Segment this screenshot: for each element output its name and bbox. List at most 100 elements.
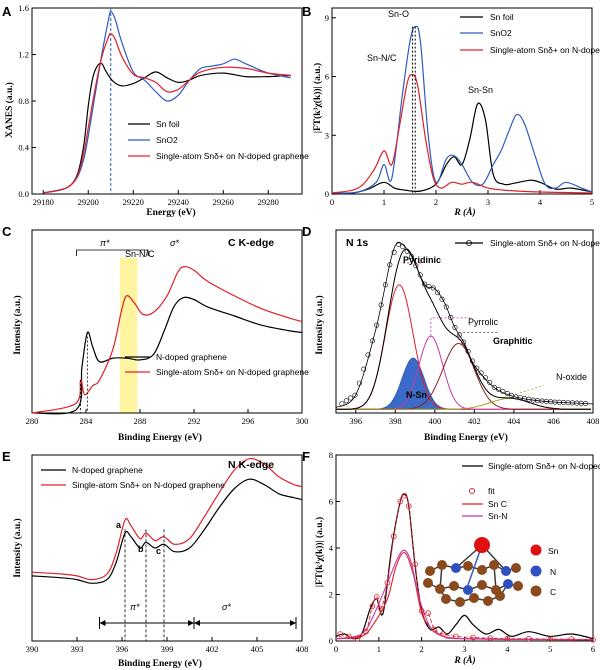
inset-legend-n-dot (530, 565, 542, 577)
fit-point (337, 631, 344, 637)
fit-point (425, 610, 431, 616)
y-tick-label: 0 (325, 189, 329, 199)
annot-pyridinic: Pyridinic (403, 255, 441, 265)
fit-point (390, 533, 397, 540)
atom-c (477, 580, 487, 590)
panel-f-legend: Single-atom Snδ+ on N-doped graphene fit… (462, 461, 600, 521)
atom-c (435, 584, 445, 594)
atom-n (503, 579, 513, 589)
annot-sigma-star-e: σ* (222, 602, 231, 612)
atom-n (463, 585, 473, 595)
data-point (478, 370, 484, 376)
legend-label-n-graphene-e: N-doped graphene (72, 465, 143, 475)
annot-pi-star-c: π* (100, 238, 110, 248)
inset-legend-c-dot (530, 585, 542, 597)
leader-graphitic (458, 332, 499, 340)
series-line-sn-foil (43, 62, 291, 194)
panel-c-ylabel: Intensity (a.u.) (12, 295, 23, 354)
panel-d-ylabel: Intensity (a.u.) (314, 295, 325, 354)
fit-point (378, 605, 384, 612)
y-tick-label: 0 (329, 636, 333, 646)
x-tick-label: 5 (548, 644, 552, 654)
x-tick-label: 2 (420, 644, 424, 654)
legend-label-sn-c: Sn C (488, 499, 507, 509)
fit-point (547, 636, 553, 642)
structure-atoms (423, 537, 523, 607)
panel-b: B 0 1 2 3 4 5 0 3 6 9 R (Å) |FT(k³χ(k))| (a.u.) S… (302, 4, 600, 218)
panel-label-e: E (2, 449, 11, 464)
panel-a-legend: Sn foil SnO2 Single-atom Snδ+ on N-doped… (128, 119, 309, 161)
fit-point (346, 633, 352, 640)
data-point (356, 380, 362, 386)
panel-label-d: D (302, 224, 311, 239)
x-tick-label: 292 (188, 416, 201, 426)
data-point (500, 388, 506, 394)
fit-point (401, 492, 408, 499)
annot-sigma-star-c: σ* (170, 238, 179, 248)
data-point (461, 339, 467, 345)
data-point (482, 375, 488, 381)
series-line-sno2 (331, 25, 593, 194)
data-point (474, 365, 480, 371)
x-tick-label: 402 (206, 644, 219, 654)
panel-f: F 0 1 2 3 4 5 6 0 2 4 6 8 R (Å) |FT(k³χ(k))| (a.u.)… (302, 449, 600, 666)
leader-pyrrolic (430, 317, 473, 337)
data-point (361, 366, 367, 372)
data-point (426, 283, 432, 289)
data-point (435, 290, 441, 296)
y-tick-label: 9 (325, 13, 329, 23)
series-line-sn-n (335, 549, 594, 641)
panel-e-title: N K-edge (228, 459, 274, 471)
y-tick-label: 8 (329, 450, 333, 460)
data-point (404, 248, 410, 254)
x-tick-label: 396 (116, 644, 129, 654)
panel-c-title: C K-edge (228, 237, 274, 249)
panel-e-ylabel: Intensity (a.u.) (12, 518, 23, 577)
data-point (491, 384, 497, 390)
data-point (408, 254, 414, 260)
panel-c-xlabel: Binding Energy (eV) (118, 432, 202, 443)
panel-c: C 280 284 288 292 296 300 C K-edge Binding En… (2, 224, 309, 443)
range-arrowhead (290, 620, 296, 626)
x-tick-label: 1 (382, 197, 386, 207)
x-tick-label: 29180 (33, 197, 54, 207)
x-tick-label: 5 (590, 197, 594, 207)
data-point (443, 304, 449, 310)
data-point (382, 282, 388, 288)
annot-graphitic: Graphitic (493, 336, 533, 346)
panel-a-plot: 29180 29200 29220 29240 29260 29280 0.0 0.4 0.8 1… (18, 3, 303, 207)
y-tick-label: 0.4 (18, 143, 29, 153)
leader-n-oxide (519, 385, 544, 394)
x-tick-label: 296 (242, 416, 255, 426)
x-tick-label: 399 (161, 644, 174, 654)
structure-inset: Sn N C (423, 537, 559, 607)
y-tick-label: 6 (329, 497, 333, 507)
atom-c (513, 581, 523, 591)
data-point (395, 241, 401, 247)
annot-b: b (138, 544, 144, 554)
data-point (495, 386, 501, 392)
fit-point (363, 628, 369, 635)
atom-c (483, 596, 493, 606)
panel-d-legend: Single-atom Snδ+ on N-doped graphene (455, 238, 600, 248)
y-tick-label: 3 (325, 130, 329, 140)
panel-d-xlabel: Binding Energy (eV) (424, 432, 508, 443)
series-line-single-atom-sn-on-n-doped-graphene (331, 73, 593, 194)
data-point (439, 296, 445, 302)
data-point (339, 401, 345, 407)
series-line-single-atom-sn-on-n-doped-graphene (31, 457, 303, 581)
atom-sn (474, 537, 490, 553)
data-point (378, 302, 384, 308)
range-arrowhead (194, 620, 200, 626)
series-line-fit (340, 494, 594, 641)
x-tick-label: 408 (587, 416, 600, 426)
atom-c (449, 581, 459, 591)
fit-point (440, 631, 446, 637)
legend-marker-d (466, 240, 472, 246)
data-point (369, 338, 375, 344)
data-point (509, 392, 515, 398)
x-tick-label: 406 (547, 416, 560, 426)
atom-c (437, 560, 447, 570)
data-point (430, 285, 436, 291)
inset-legend-n-label: N (550, 567, 556, 577)
